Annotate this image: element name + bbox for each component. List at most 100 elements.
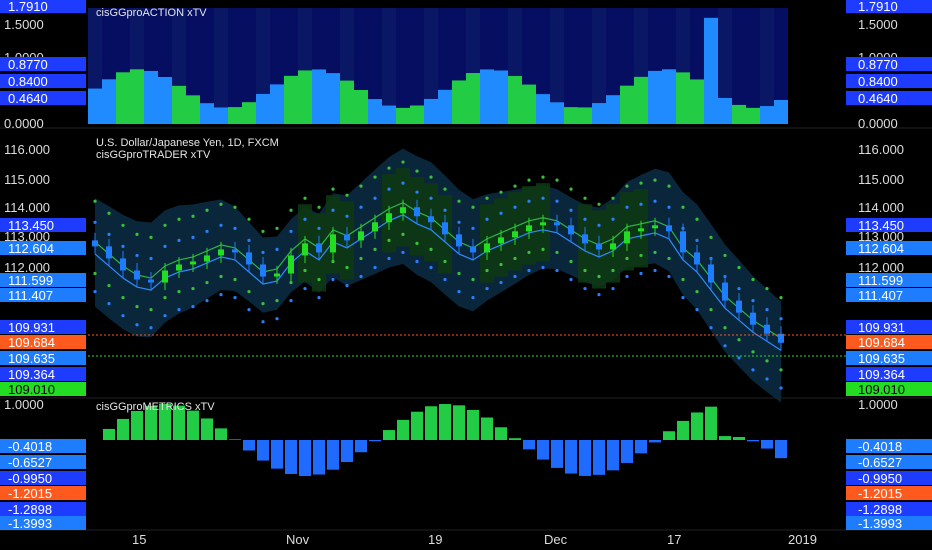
- candle-body: [190, 261, 196, 265]
- band-dot: [779, 296, 783, 300]
- band-dot: [779, 317, 783, 321]
- metrics-bar: [299, 440, 311, 476]
- band-dot: [597, 274, 601, 279]
- band-dot: [135, 305, 139, 309]
- metrics-badge-text-left: -1.2015: [8, 486, 52, 501]
- candle-body: [624, 231, 630, 244]
- band-dot: [569, 187, 573, 191]
- metrics-tick-left: 1.0000: [4, 397, 44, 412]
- metrics-bar: [565, 440, 577, 474]
- band-dot: [345, 283, 349, 288]
- band-dot: [737, 286, 741, 291]
- band-dot: [107, 232, 111, 236]
- band-dot: [401, 160, 405, 164]
- action-bg-bar: [242, 8, 256, 124]
- metrics-badge-right: [846, 486, 932, 500]
- band-dot: [387, 187, 391, 191]
- action-bar: [718, 97, 732, 124]
- band-dot: [723, 253, 727, 258]
- candle-body: [638, 228, 644, 232]
- band-dot: [583, 196, 587, 200]
- candle-body: [750, 312, 756, 325]
- action-bar: [256, 93, 270, 124]
- trader-badge-left: [0, 241, 86, 255]
- metrics-badge-left: [0, 486, 86, 500]
- band-dot: [191, 214, 195, 218]
- band-dot: [583, 286, 587, 291]
- metrics-badge-text-right: -0.6527: [858, 455, 902, 470]
- band-dot: [639, 202, 643, 206]
- band-dot: [107, 211, 111, 215]
- band-dot: [569, 208, 573, 212]
- band-dot: [555, 178, 559, 182]
- band-dot: [135, 253, 139, 258]
- trader-badge-text-right: 109.635: [858, 351, 905, 366]
- candle-body: [344, 234, 350, 241]
- action-tick-right: 1.5000: [858, 17, 898, 32]
- action-bar: [648, 70, 662, 124]
- band-dot: [93, 289, 97, 294]
- action-bar: [116, 72, 130, 124]
- band-dot: [625, 274, 629, 279]
- trader-badge-text-left: 113.450: [8, 218, 54, 233]
- band-dot: [709, 235, 713, 239]
- action-bar: [620, 85, 634, 124]
- metrics-bar: [649, 440, 661, 443]
- action-bar: [340, 80, 354, 124]
- band-dot: [345, 265, 349, 270]
- band-dot: [513, 256, 517, 261]
- band-dot: [625, 184, 629, 188]
- candle-body: [428, 216, 434, 223]
- band-dot: [415, 241, 419, 245]
- band-dot: [303, 196, 307, 200]
- band-dot: [331, 187, 335, 191]
- candle-body: [288, 255, 294, 274]
- action-bg-bar: [578, 8, 592, 124]
- band-dot: [625, 205, 629, 209]
- time-axis-label: 17: [667, 532, 681, 547]
- metrics-bar: [159, 404, 171, 440]
- band-dot: [275, 317, 279, 321]
- action-bg-bar: [186, 8, 200, 124]
- action-bg-bar: [200, 8, 214, 124]
- action-bg-bar: [774, 8, 788, 124]
- action-bar: [172, 85, 186, 124]
- metrics-badge-text-right: -1.2015: [858, 486, 902, 501]
- candle-body: [386, 213, 392, 223]
- band-dot: [177, 217, 181, 221]
- band-dot: [219, 292, 223, 297]
- band-dot: [331, 208, 335, 212]
- candle-body: [148, 279, 154, 283]
- candle-body: [316, 243, 322, 253]
- band-dot: [485, 217, 489, 221]
- band-dot: [373, 247, 377, 252]
- metrics-tick-right: 1.0000: [858, 397, 898, 412]
- trader-badge-right: [846, 241, 932, 255]
- action-bar: [704, 17, 718, 124]
- action-bar: [522, 84, 536, 124]
- band-dot: [723, 344, 727, 348]
- metrics-bar: [495, 427, 507, 440]
- action-bar: [326, 73, 340, 124]
- band-dot: [513, 184, 517, 188]
- band-dot: [163, 314, 167, 318]
- band-dot: [667, 256, 671, 261]
- action-bar: [466, 73, 480, 124]
- metrics-bar: [523, 440, 535, 450]
- candle-body: [694, 252, 700, 265]
- action-badge-left: [0, 91, 86, 105]
- action-bar: [298, 70, 312, 124]
- candle-body: [778, 333, 784, 343]
- action-indicator-name: cisGGproACTION xTV: [96, 7, 207, 19]
- band-dot: [275, 226, 279, 230]
- action-tick-right: 0.0000: [858, 116, 898, 131]
- metrics-bar: [761, 440, 773, 449]
- band-dot: [723, 326, 727, 330]
- action-bar: [536, 94, 550, 124]
- metrics-badge-text-right: -1.2898: [858, 502, 902, 517]
- candle-body: [610, 243, 616, 250]
- time-axis-label: 19: [428, 532, 442, 547]
- band-dot: [317, 205, 321, 209]
